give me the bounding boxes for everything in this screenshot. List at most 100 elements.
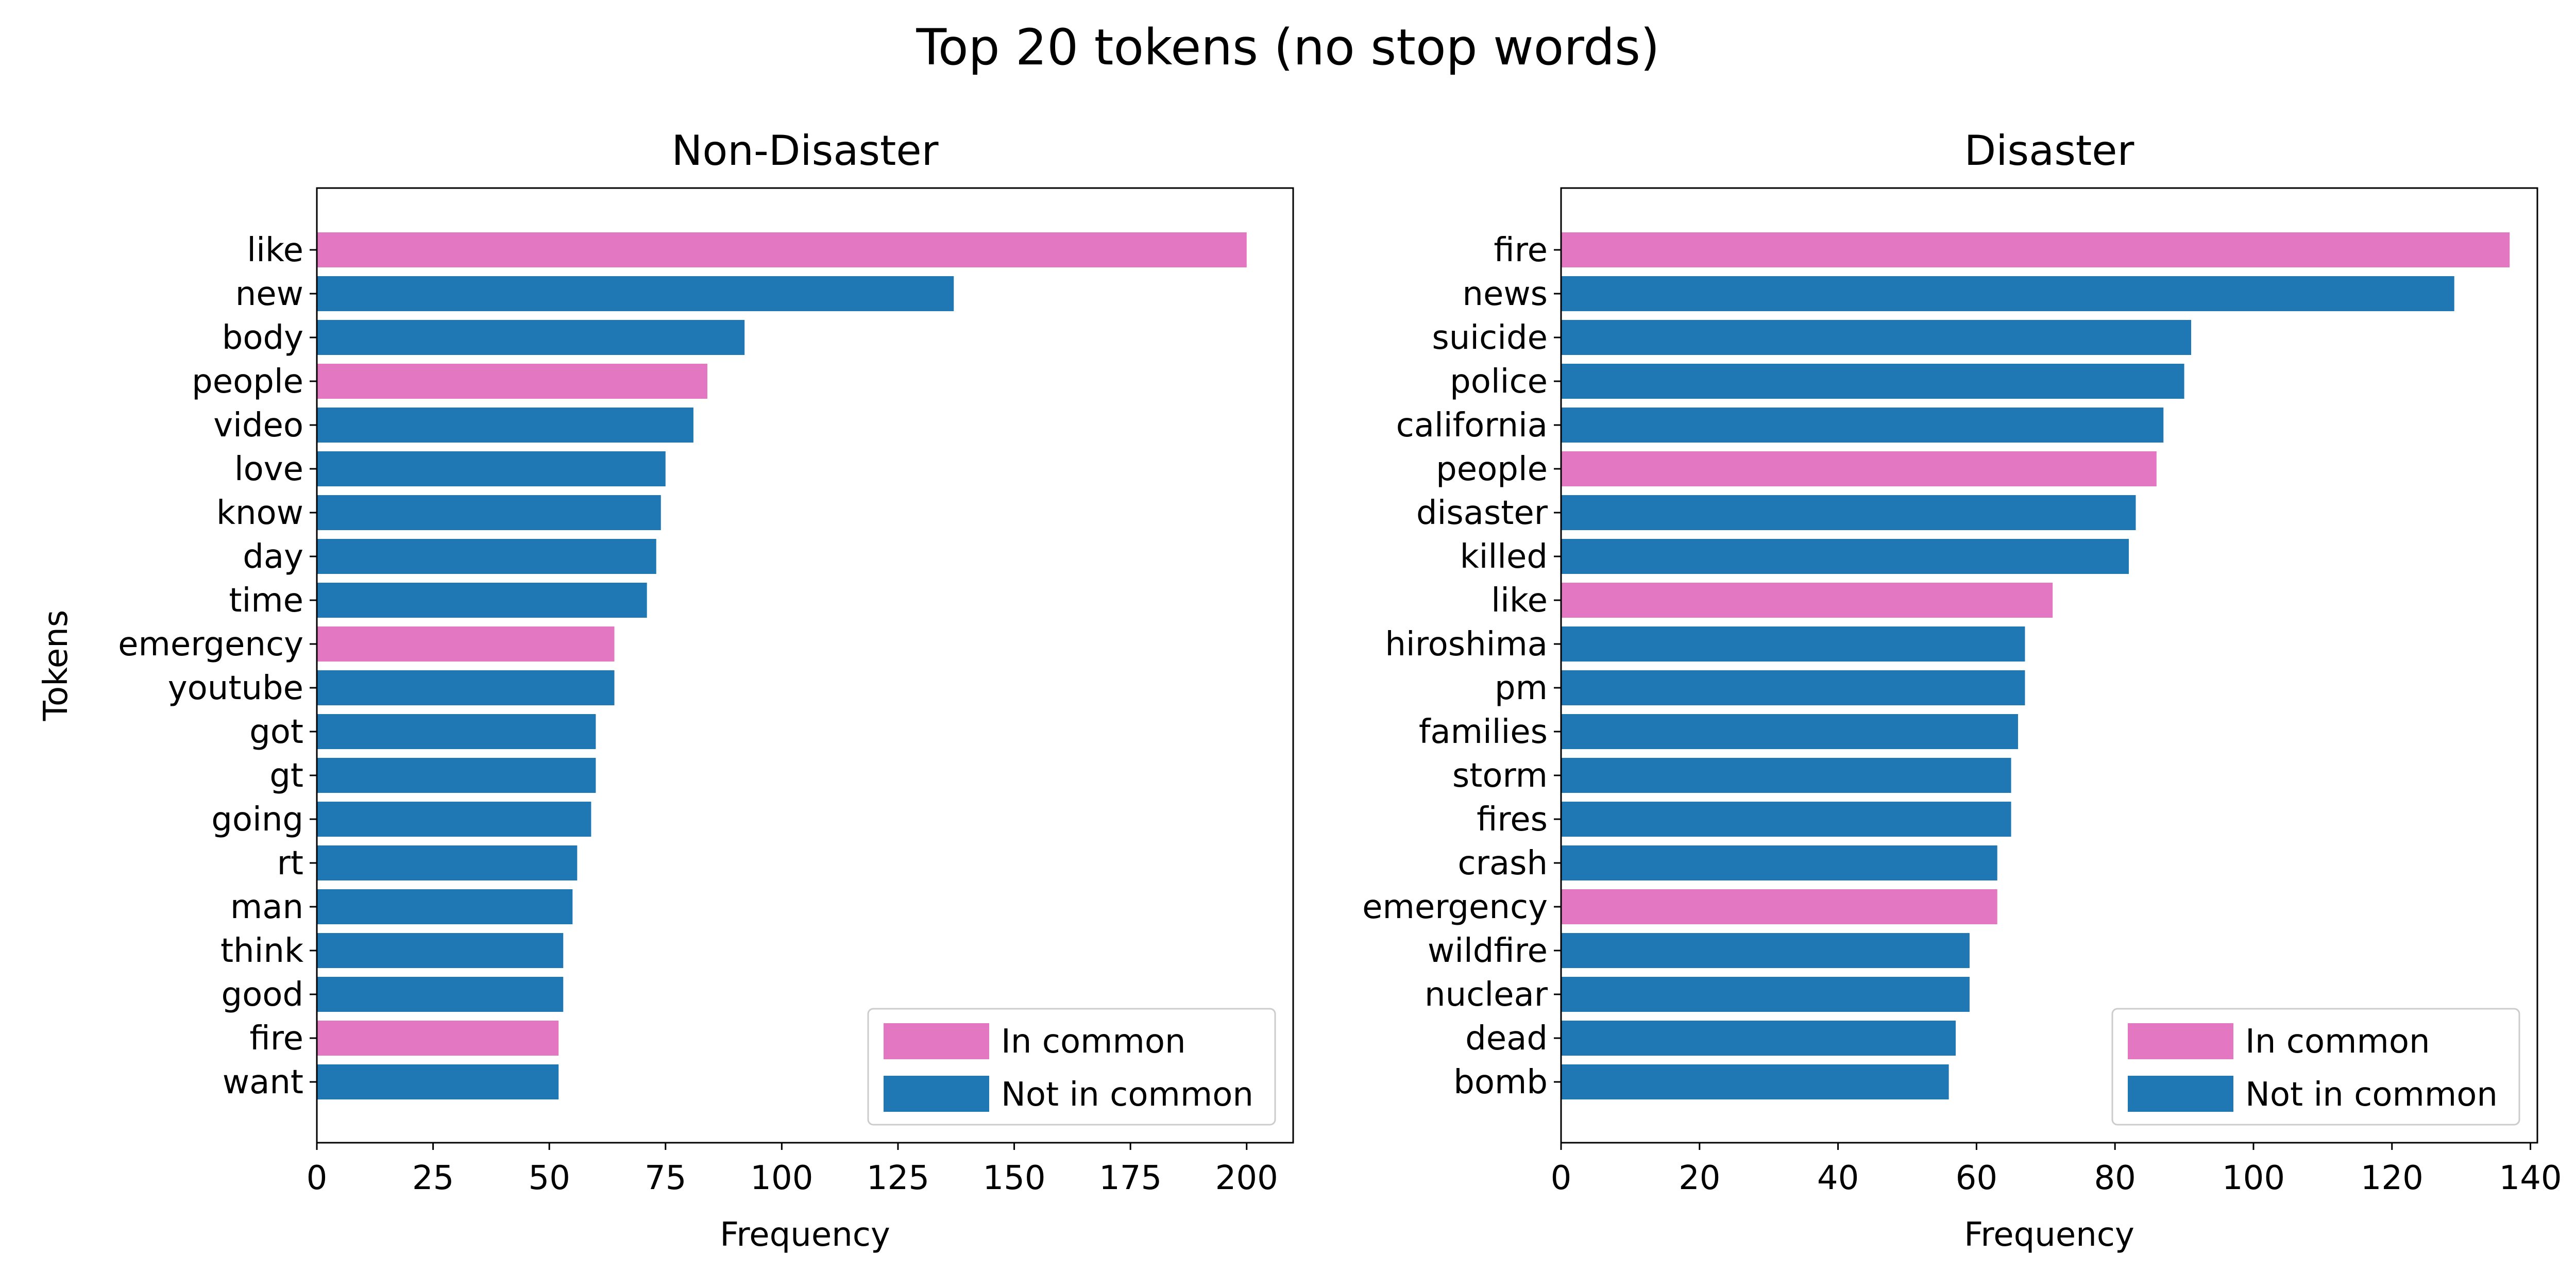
y-tick-label: disaster	[1416, 494, 1548, 532]
y-tick-label: time	[229, 582, 303, 620]
y-tick-label: new	[235, 275, 303, 313]
x-tick-label: 40	[1817, 1159, 1859, 1197]
bar-disaster	[1561, 495, 2136, 530]
x-tick-label: 100	[2222, 1159, 2285, 1197]
y-tick-label: emergency	[1362, 888, 1548, 926]
y-tick-label: fire	[1494, 231, 1548, 269]
y-tick-label: want	[223, 1063, 303, 1101]
bar-emergency	[317, 626, 615, 662]
x-axis-label: Frequency	[720, 1216, 890, 1254]
y-tick-label: people	[1436, 450, 1548, 488]
y-tick-label: good	[221, 976, 303, 1014]
bar-people	[317, 364, 707, 399]
y-tick-label: think	[221, 932, 303, 970]
bar-man	[317, 889, 573, 924]
bar-fire	[317, 1021, 559, 1056]
x-tick-label: 125	[867, 1159, 929, 1197]
bar-love	[317, 451, 666, 486]
y-tick-label: know	[216, 494, 303, 532]
x-tick-label: 0	[1551, 1159, 1572, 1197]
x-tick-label: 0	[307, 1159, 328, 1197]
y-tick-label: fire	[249, 1020, 303, 1058]
bar-fires	[1561, 802, 2011, 837]
legend-label-not-in-common: Not in common	[1001, 1076, 1253, 1114]
disaster-panel-title: Disaster	[1964, 127, 2134, 175]
x-tick-label: 140	[2499, 1159, 2562, 1197]
bar-time	[317, 583, 647, 618]
legend-swatch-not-in-common	[2128, 1076, 2233, 1112]
x-tick-label: 20	[1679, 1159, 1720, 1197]
bar-body	[317, 320, 745, 355]
bar-know	[317, 495, 661, 530]
x-tick-label: 200	[1215, 1159, 1278, 1197]
x-tick-label: 100	[750, 1159, 813, 1197]
x-tick-label: 75	[645, 1159, 686, 1197]
bar-california	[1561, 408, 2164, 443]
bar-emergency	[1561, 889, 1997, 924]
bar-youtube	[317, 670, 615, 705]
bar-bomb	[1561, 1064, 1949, 1099]
y-tick-label: gt	[269, 757, 303, 795]
y-axis-label: Tokens	[37, 610, 75, 721]
x-tick-label: 50	[528, 1159, 570, 1197]
axes-frame	[1560, 187, 2538, 1144]
legend: In common Not in common	[2111, 1008, 2520, 1126]
bar-hiroshima	[1561, 626, 2025, 662]
x-tick-label: 80	[2094, 1159, 2136, 1197]
x-tick-label: 150	[982, 1159, 1045, 1197]
y-tick-label: love	[234, 450, 303, 488]
x-axis-label: Frequency	[1964, 1216, 2134, 1254]
bar-pm	[1561, 670, 2025, 705]
x-tick-label: 60	[1956, 1159, 1997, 1197]
y-tick-label: bomb	[1453, 1063, 1548, 1101]
bar-families	[1561, 714, 2019, 749]
bar-think	[317, 933, 564, 968]
y-tick-label: video	[213, 406, 303, 445]
bar-new	[317, 276, 954, 311]
bar-want	[317, 1064, 559, 1099]
y-tick-label: dead	[1465, 1020, 1548, 1058]
bar-gt	[317, 758, 596, 793]
bar-good	[317, 977, 564, 1012]
bar-going	[317, 802, 591, 837]
y-tick-label: like	[1491, 582, 1548, 620]
y-tick-label: fires	[1477, 801, 1548, 839]
y-tick-label: families	[1419, 713, 1548, 751]
bar-dead	[1561, 1021, 1956, 1056]
legend-swatch-in-common	[884, 1023, 989, 1059]
y-tick-label: man	[230, 888, 303, 926]
y-tick-label: killed	[1460, 538, 1548, 576]
y-tick-label: suicide	[1432, 319, 1548, 357]
disaster-panel: fire news suicide police california people dis…	[1362, 127, 2562, 1254]
legend-label-in-common: In common	[2245, 1023, 2430, 1061]
y-tick-label: like	[247, 231, 303, 269]
bar-people	[1561, 451, 2157, 486]
y-tick-label: wildfire	[1428, 932, 1548, 970]
bar-police	[1561, 364, 2184, 399]
bar-nuclear	[1561, 977, 1970, 1012]
y-tick-label: youtube	[168, 669, 303, 707]
y-tick-label: day	[243, 538, 303, 576]
y-tick-label: storm	[1452, 757, 1548, 795]
bar-storm	[1561, 758, 2011, 793]
y-tick-label: people	[192, 363, 303, 401]
y-tick-label: emergency	[118, 625, 303, 664]
legend: In common Not in common	[867, 1008, 1276, 1126]
y-tick-label: rt	[277, 844, 303, 883]
bar-suicide	[1561, 320, 2192, 355]
bar-killed	[1561, 539, 2129, 574]
y-tick-label: got	[249, 713, 303, 751]
y-tick-label: police	[1450, 363, 1548, 401]
x-tick-label: 25	[412, 1159, 454, 1197]
y-tick-label: nuclear	[1425, 976, 1548, 1014]
legend-swatch-not-in-common	[884, 1076, 989, 1112]
non-disaster-panel-title: Non-Disaster	[671, 127, 938, 175]
bar-rt	[317, 845, 578, 880]
legend-label-in-common: In common	[1001, 1023, 1186, 1061]
bar-news	[1561, 276, 2454, 311]
bar-crash	[1561, 845, 1997, 880]
bar-video	[317, 408, 693, 443]
bar-wildfire	[1561, 933, 1970, 968]
bar-got	[317, 714, 596, 749]
